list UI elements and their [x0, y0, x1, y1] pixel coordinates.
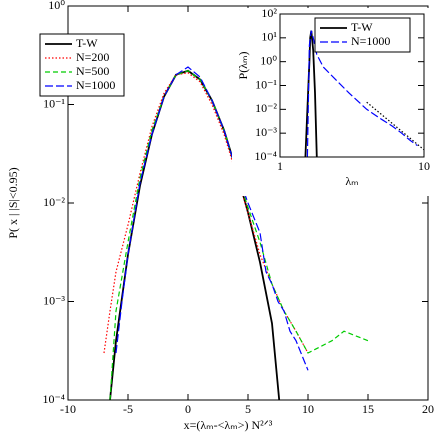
y-tick-label: 10⁻² [43, 195, 65, 209]
x-axis-label: λₘ [345, 174, 358, 188]
x-tick-label: -5 [123, 402, 133, 416]
y-tick-label: 10¹ [261, 30, 277, 44]
legend-label: N=500 [76, 64, 109, 78]
legend-label: N=200 [76, 50, 109, 64]
data-line [115, 66, 309, 371]
legend-label: N=1000 [76, 78, 115, 92]
x-tick-label: 1 [277, 159, 283, 173]
x-axis-label: x=(λₘ-<λₘ>) N²ᐟ³ [184, 418, 273, 432]
x-tick-label: 5 [245, 402, 251, 416]
x-tick-label: 10 [302, 402, 314, 416]
plot-frame [67, 5, 429, 401]
y-axis-label: P(λₘ) [236, 52, 250, 80]
y-axis-label: P( x | |S|<0.95) [6, 167, 20, 238]
y-tick-label: 10⁻³ [255, 125, 277, 139]
legend-label: T-W [76, 36, 98, 50]
y-tick-label: 10² [261, 6, 277, 20]
y-tick-label: 10⁻⁴ [42, 392, 65, 406]
x-tick-label: 20 [422, 402, 434, 416]
plot-frame [279, 13, 425, 158]
x-tick-label: 10 [418, 159, 430, 173]
x-tick-label: 15 [362, 402, 374, 416]
plot: -10 -5 0 5 10 15 20 10⁻⁴ 10⁻³ 10⁻² 10⁻¹ 10⁰ x=(λₘ-<λ… [6, 0, 434, 432]
x-tick-label: 0 [185, 402, 191, 416]
data-line [306, 30, 418, 157]
y-tick-label: 10⁻² [255, 101, 277, 115]
y-tick-label: 10⁻⁴ [254, 149, 277, 163]
legend-label: N=1000 [351, 34, 390, 48]
y-tick-label: 10⁻¹ [43, 96, 65, 110]
y-tick-label: 10⁻¹ [255, 77, 277, 91]
y-tick-label: 10⁰ [48, 0, 65, 12]
y-tick-label: 10⁰ [260, 53, 277, 67]
data-line [103, 72, 309, 354]
x-tick-label: -10 [60, 402, 76, 416]
legend-box [314, 17, 411, 53]
plot: 1 10 10⁻⁴ 10⁻³ 10⁻² 10⁻¹ 10⁰ 10¹ 10² λₘ P(λₘ) T-WN=… [232, 6, 430, 196]
y-tick-label: 10⁻³ [43, 293, 65, 307]
legend-label: T-W [351, 20, 373, 34]
